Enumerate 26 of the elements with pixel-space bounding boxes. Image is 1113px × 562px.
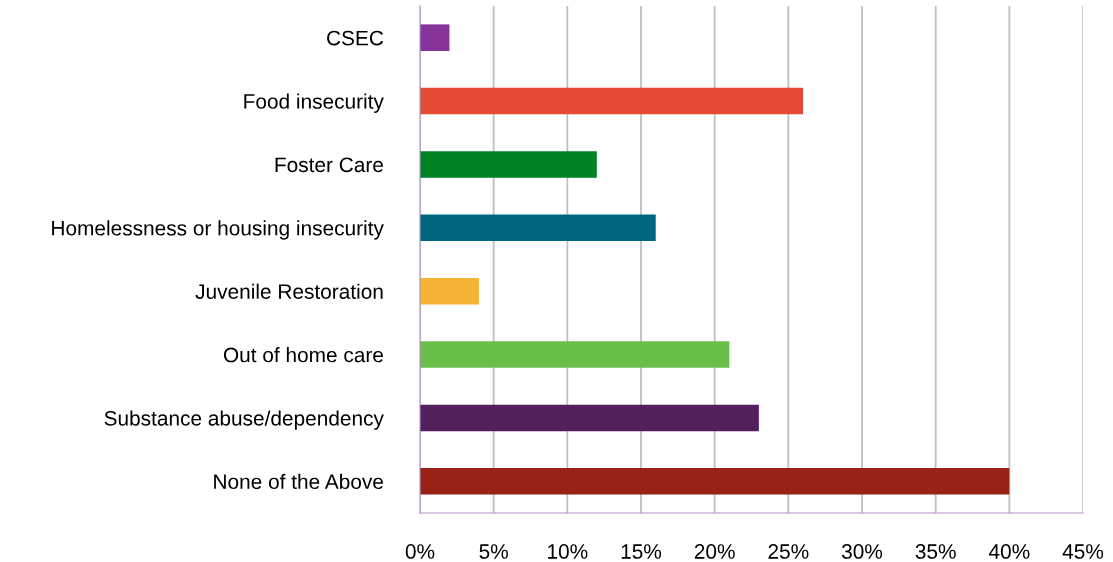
y-tick-label: Foster Care [275, 157, 383, 173]
x-tick-label: 15% [621, 544, 662, 559]
x-tick-label: 30% [841, 544, 883, 559]
bar [420, 341, 730, 368]
y-tick-label: Out of home care [223, 347, 383, 363]
bar [420, 87, 804, 115]
x-tick-label: 0% [405, 544, 435, 559]
bar [420, 151, 597, 178]
x-tick-label: 40% [988, 544, 1030, 559]
y-tick-label: Food insecurity [244, 93, 384, 113]
x-tick-label: 20% [694, 544, 735, 559]
y-tick-label: Substance abuse/dependency [104, 410, 384, 430]
bar [420, 24, 450, 51]
x-tick-label: 5% [479, 544, 508, 559]
bar [420, 468, 1010, 495]
x-tick-label: 10% [548, 544, 588, 559]
x-tick-label: 25% [768, 544, 809, 559]
bar [420, 277, 479, 305]
y-tick-label: CSEC [327, 30, 384, 46]
y-tick-label: Homelessness or housing insecurity [52, 220, 384, 240]
y-tick-label: None of the Above [214, 473, 383, 490]
x-tick-label: 35% [915, 544, 956, 559]
y-tick-label: Juvenile Restoration [195, 283, 383, 299]
bar [420, 404, 759, 432]
x-tick-label: 45% [1062, 544, 1104, 559]
bar [420, 214, 656, 242]
